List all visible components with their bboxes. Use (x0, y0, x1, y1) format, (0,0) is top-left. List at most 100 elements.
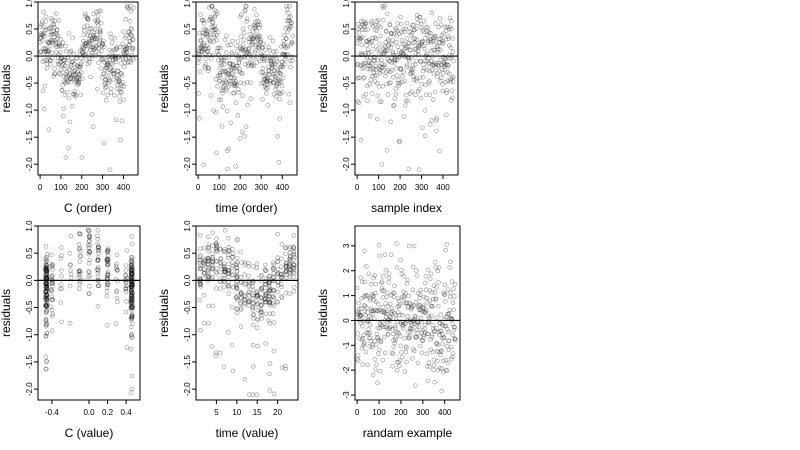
data-point (130, 295, 135, 301)
data-point (198, 12, 203, 18)
data-point (261, 73, 267, 79)
data-point (61, 106, 66, 112)
data-point (425, 378, 431, 384)
data-point (406, 335, 412, 340)
data-point (96, 45, 102, 51)
data-point (129, 316, 135, 322)
data-point (198, 49, 204, 55)
data-point (291, 262, 297, 268)
data-point (259, 316, 265, 321)
data-point (283, 269, 288, 275)
data-point (203, 27, 209, 33)
data-point (405, 314, 410, 319)
data-point (371, 57, 377, 63)
data-point (65, 55, 71, 60)
data-point (400, 52, 406, 58)
data-point (46, 56, 51, 62)
data-point (77, 64, 83, 70)
data-point (117, 79, 122, 84)
data-point (386, 80, 392, 86)
data-point (434, 116, 440, 121)
data-point (421, 310, 427, 315)
data-point (130, 255, 135, 260)
data-point (85, 17, 91, 22)
data-point (355, 358, 361, 364)
data-point (382, 47, 388, 53)
data-point (86, 291, 92, 297)
data-point (431, 362, 437, 368)
data-point (104, 58, 109, 64)
data-point (104, 256, 110, 262)
data-point (77, 259, 82, 264)
data-point (242, 297, 248, 303)
data-point (358, 320, 363, 326)
data-point (104, 288, 110, 294)
data-point (402, 320, 408, 326)
data-point (205, 28, 211, 34)
data-point (129, 254, 134, 260)
data-point (247, 299, 252, 305)
data-point (129, 289, 135, 295)
data-point (72, 73, 77, 78)
data-point (266, 291, 272, 296)
data-point (238, 291, 244, 296)
data-point (262, 281, 268, 287)
data-point (382, 252, 388, 257)
data-point (215, 46, 221, 51)
data-point (225, 166, 230, 172)
data-point (65, 55, 71, 61)
data-point (243, 124, 249, 129)
data-point (207, 16, 213, 22)
data-point (128, 274, 134, 280)
data-point (95, 267, 100, 272)
data-point (208, 38, 213, 44)
data-point (257, 25, 262, 30)
data-point (367, 330, 372, 336)
data-point (444, 368, 450, 374)
data-point (226, 283, 232, 288)
data-point (287, 261, 293, 267)
data-point (275, 279, 281, 285)
data-point (413, 335, 419, 340)
data-point (223, 86, 229, 91)
data-point (42, 58, 47, 63)
data-point (397, 358, 403, 363)
data-point (205, 273, 211, 279)
data-point (389, 311, 394, 317)
data-point (254, 261, 260, 267)
data-point (64, 75, 69, 80)
data-point (397, 333, 403, 339)
data-point (47, 62, 53, 67)
x-axis-label: randam example (363, 426, 453, 440)
data-point (247, 51, 253, 57)
data-point (374, 308, 380, 314)
data-point (87, 233, 92, 239)
data-point (130, 55, 135, 61)
data-point (278, 272, 284, 278)
data-point (451, 293, 457, 299)
data-point (87, 249, 92, 254)
data-point (275, 280, 281, 285)
data-point (398, 67, 404, 72)
data-point (44, 296, 49, 302)
data-point (58, 56, 64, 61)
data-point (368, 67, 373, 72)
data-point (73, 77, 78, 82)
data-point (196, 60, 201, 66)
data-point (91, 32, 96, 38)
data-point (262, 56, 267, 62)
data-point (44, 307, 49, 313)
data-point (251, 63, 257, 69)
data-point (407, 71, 413, 77)
data-point (265, 102, 271, 108)
data-point (130, 241, 135, 247)
data-point (77, 286, 82, 292)
data-point (449, 26, 454, 32)
data-point (265, 85, 270, 91)
data-point (51, 22, 57, 28)
data-point (365, 47, 371, 52)
data-point (291, 262, 296, 267)
data-point (234, 268, 240, 274)
y-tick-label: 1.0 (25, 220, 34, 232)
data-point (86, 269, 91, 275)
